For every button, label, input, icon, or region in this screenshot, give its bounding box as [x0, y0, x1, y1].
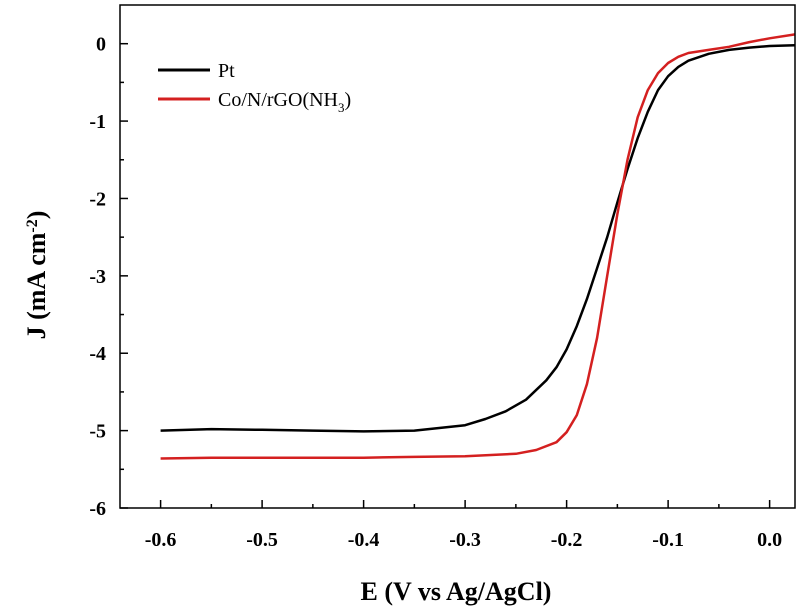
x-tick-label: -0.4	[348, 529, 380, 551]
y-axis-title-superscript: -2	[24, 219, 41, 232]
y-axis: 0 -1 -2 -3 -4 -5 -6	[89, 34, 128, 520]
series-line-1	[160, 33, 796, 460]
plot-area	[160, 33, 796, 460]
series-line-0	[160, 43, 796, 433]
x-axis-title: E (V vs Ag/AgCl)	[361, 577, 552, 606]
y-axis-title-main: J (mA cm	[22, 232, 51, 339]
x-tick-label: -0.1	[652, 529, 684, 551]
x-tick-label: -0.5	[246, 529, 278, 551]
legend-label-co-subscript: 3	[338, 100, 345, 115]
y-axis-title-close: )	[22, 211, 51, 220]
y-tick-label: -5	[89, 421, 106, 443]
plot-frame	[119, 4, 796, 509]
x-axis: -0.6 -0.5 -0.4 -0.3 -0.2 -0.1 0.0	[145, 500, 782, 551]
y-tick-label: 0	[96, 34, 106, 56]
y-tick-label: -6	[89, 498, 106, 520]
legend: Pt Co/N/rGO(NH3)	[158, 60, 351, 115]
x-tick-label: 0.0	[757, 529, 782, 551]
y-tick-label: -1	[89, 111, 106, 133]
x-tick-label: -0.3	[449, 529, 481, 551]
x-tick-label: -0.6	[145, 529, 177, 551]
legend-label-co: Co/N/rGO(NH3)	[218, 89, 351, 115]
y-tick-label: -4	[89, 343, 106, 365]
legend-label-co-main: Co/N/rGO(NH	[218, 89, 338, 111]
x-tick-label: -0.2	[551, 529, 583, 551]
y-tick-label: -3	[89, 266, 106, 288]
legend-label-pt: Pt	[218, 60, 235, 82]
y-tick-label: -2	[89, 188, 106, 210]
legend-label-co-close: )	[345, 89, 352, 111]
y-axis-title: J (mA cm-2)	[22, 211, 51, 340]
